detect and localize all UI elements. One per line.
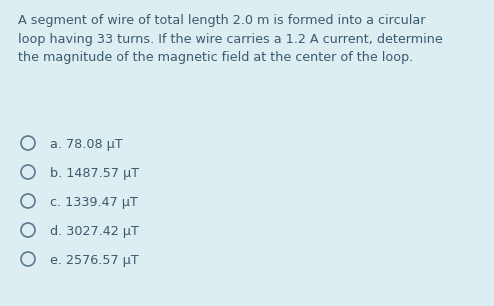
Text: b. 1487.57 μT: b. 1487.57 μT bbox=[50, 167, 139, 180]
Text: a. 78.08 μT: a. 78.08 μT bbox=[50, 138, 123, 151]
Text: c. 1339.47 μT: c. 1339.47 μT bbox=[50, 196, 138, 209]
Text: d. 3027.42 μT: d. 3027.42 μT bbox=[50, 225, 139, 238]
Text: A segment of wire of total length 2.0 m is formed into a circular
loop having 33: A segment of wire of total length 2.0 m … bbox=[18, 14, 443, 64]
Text: e. 2576.57 μT: e. 2576.57 μT bbox=[50, 254, 139, 267]
